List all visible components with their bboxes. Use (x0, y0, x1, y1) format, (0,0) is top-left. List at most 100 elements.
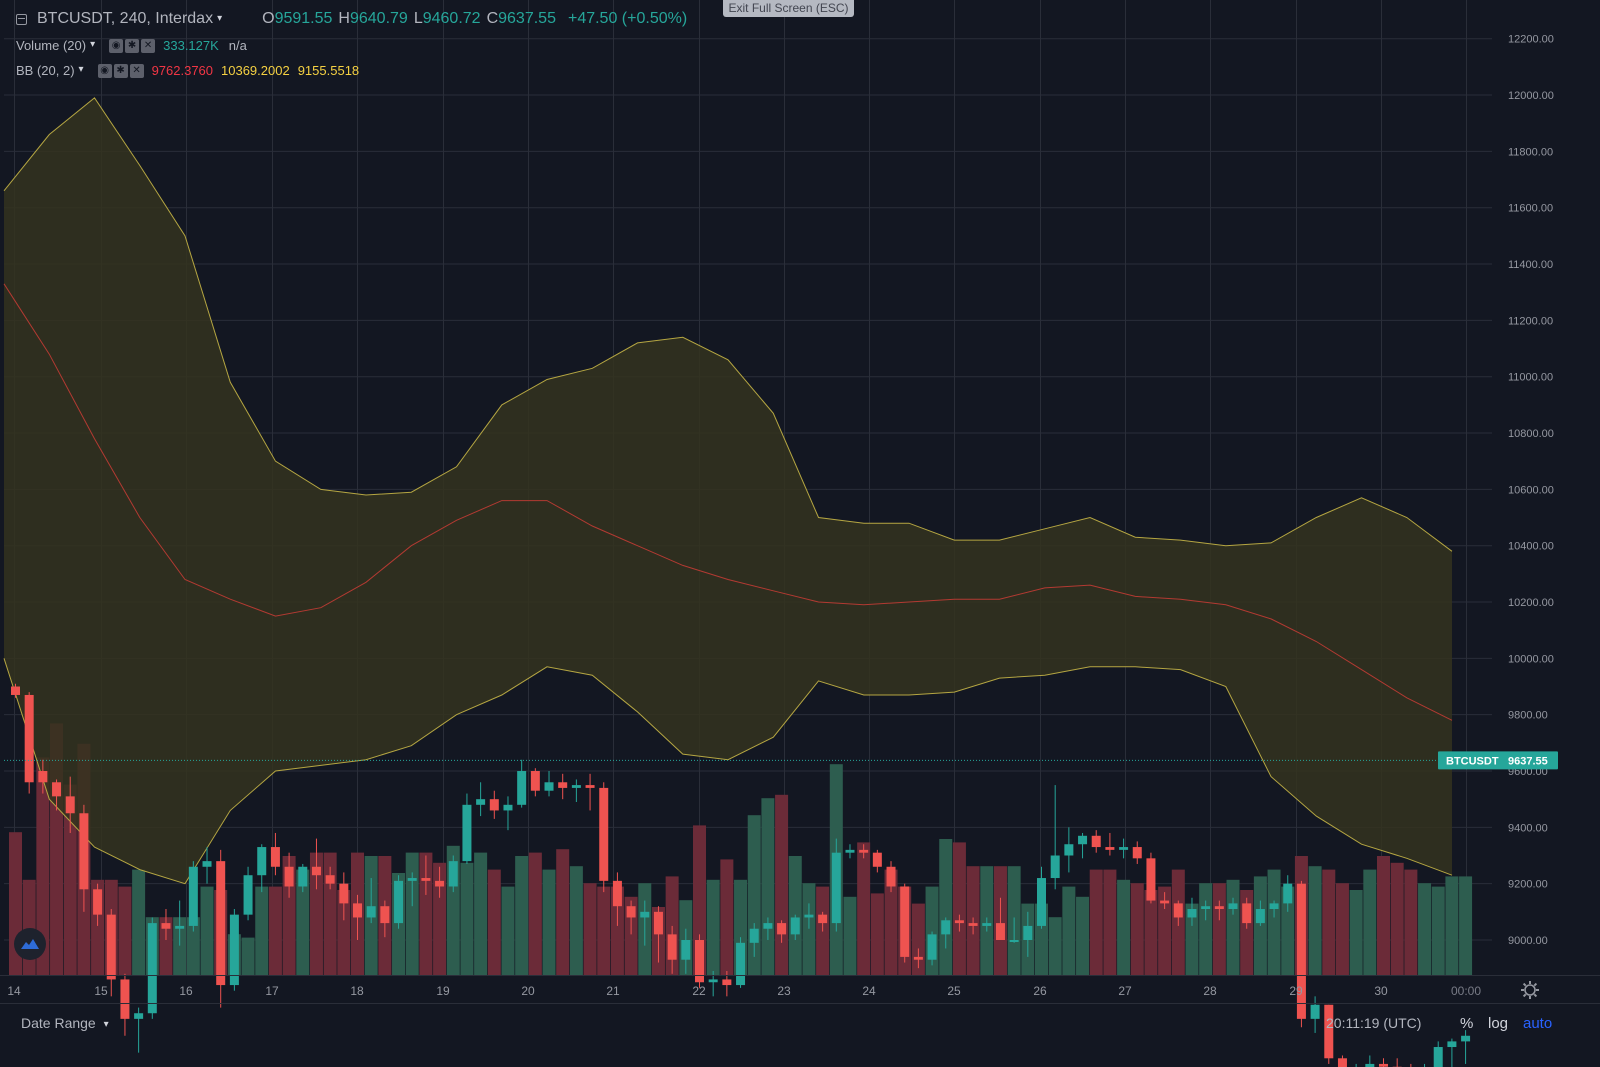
volume-indicator-label[interactable]: Volume (20) (16, 38, 87, 53)
settings-icon[interactable]: ✱ (113, 63, 128, 78)
candle-body (544, 782, 554, 791)
volume-bar (1404, 869, 1418, 975)
eye-icon[interactable]: ◉ (97, 63, 112, 78)
candle-body (831, 852, 841, 924)
candle-body (640, 911, 650, 918)
candle-body (79, 813, 89, 890)
volume-bar (761, 798, 775, 975)
time-tick-label: 20 (521, 984, 535, 998)
chevron-down-icon[interactable]: ▾ (78, 64, 84, 75)
price-tick-label: 11200.00 (1508, 315, 1553, 327)
candle-body (571, 785, 581, 788)
candle-body (1461, 1035, 1471, 1042)
candle-body (476, 799, 486, 805)
chevron-down-icon[interactable]: ▾ (217, 12, 223, 24)
close-icon[interactable]: ✕ (141, 38, 156, 53)
price-tick-label: 10600.00 (1508, 484, 1554, 496)
volume-bar (1418, 883, 1432, 975)
volume-bar (1103, 869, 1117, 975)
candle-body (270, 847, 280, 867)
candle-body (24, 694, 34, 783)
candle-body (284, 866, 294, 887)
candle-body (626, 906, 636, 918)
price-tick-label: 10400.00 (1508, 541, 1554, 553)
time-tick-label: 00:00 (1451, 984, 1481, 998)
volume-bar (542, 869, 556, 975)
open-value: 9591.55 (274, 10, 333, 27)
chevron-down-icon[interactable]: ▾ (90, 39, 96, 50)
candle-body (1078, 835, 1088, 845)
price-tick-label: 9800.00 (1508, 710, 1548, 722)
candle-body (1283, 883, 1293, 904)
bottom-toolbar: Date Range ▾ 20:11:19 (UTC) % log auto (0, 1003, 1600, 1067)
candle-body (722, 979, 732, 986)
candle-body (1365, 1063, 1375, 1067)
candle-body (517, 771, 527, 805)
candle-body (366, 906, 376, 918)
tradingview-logo-icon[interactable] (14, 928, 46, 960)
candle-body (558, 782, 568, 788)
utc-clock[interactable]: 20:11:19 (UTC) (1326, 1015, 1422, 1031)
candle-body (106, 914, 116, 980)
time-tick-label: 30 (1374, 984, 1388, 998)
volume-bar (159, 917, 173, 975)
candle-body (503, 804, 513, 811)
volume-na: n/a (228, 38, 247, 53)
collapse-legend-icon[interactable] (16, 13, 27, 25)
candle-body (708, 979, 718, 983)
log-scale-toggle[interactable]: log (1488, 1015, 1509, 1032)
candle-body (380, 906, 390, 924)
candle-body (1379, 1063, 1388, 1067)
candle-body (1187, 909, 1197, 918)
volume-bar (501, 886, 515, 975)
candle-body (1009, 940, 1019, 942)
time-tick-label: 24 (862, 984, 876, 998)
price-tick-label: 9400.00 (1508, 822, 1548, 834)
bb-basis-value: 9762.3760 (151, 63, 214, 78)
close-icon[interactable]: ✕ (129, 63, 144, 78)
candle-body (1255, 909, 1265, 924)
settings-icon[interactable]: ✱ (125, 38, 140, 53)
bb-indicator-label[interactable]: BB (20, 2) (16, 63, 75, 78)
candle-body (462, 804, 472, 862)
candle-body (1433, 1047, 1443, 1067)
exit-fullscreen-button[interactable]: Exit Full Screen (ESC) (723, 0, 854, 17)
candle-body (1447, 1041, 1457, 1048)
volume-bar (952, 842, 966, 975)
percent-scale-toggle[interactable]: % (1460, 1015, 1474, 1032)
candle-body (339, 883, 349, 904)
candle-body (1324, 1004, 1334, 1059)
volume-bar (1048, 917, 1062, 975)
volume-bar (268, 886, 282, 975)
gear-icon[interactable] (1520, 980, 1540, 1000)
candle-body (188, 866, 198, 926)
candle-body (311, 866, 321, 876)
volume-bar (433, 862, 447, 975)
candle-body (982, 923, 992, 926)
candle-body (804, 914, 814, 918)
price-tag-symbol: BTCUSDT (1446, 755, 1499, 767)
time-tick-label: 16 (179, 984, 193, 998)
time-tick-label: 27 (1118, 984, 1132, 998)
volume-bar (775, 794, 789, 975)
candle-body (872, 852, 882, 867)
auto-scale-toggle[interactable]: auto (1523, 1015, 1553, 1032)
volume-bar (515, 856, 529, 975)
candle-body (927, 934, 937, 960)
candle-body (1023, 925, 1033, 940)
eye-icon[interactable]: ◉ (109, 38, 124, 53)
volume-bar (610, 886, 624, 975)
symbol-title[interactable]: BTCUSDT, 240, Interdax (37, 10, 214, 27)
candle-body (147, 923, 157, 1014)
candle-body (900, 886, 910, 957)
volume-bar (1089, 869, 1103, 975)
candle-body (886, 866, 896, 887)
candle-body (1119, 847, 1129, 850)
bb-band-fill (4, 97, 1452, 884)
volume-bar (1267, 869, 1281, 975)
date-range-button[interactable]: Date Range ▾ (21, 1015, 109, 1031)
price-tick-label: 11000.00 (1508, 372, 1553, 384)
candle-body (1296, 883, 1306, 1019)
